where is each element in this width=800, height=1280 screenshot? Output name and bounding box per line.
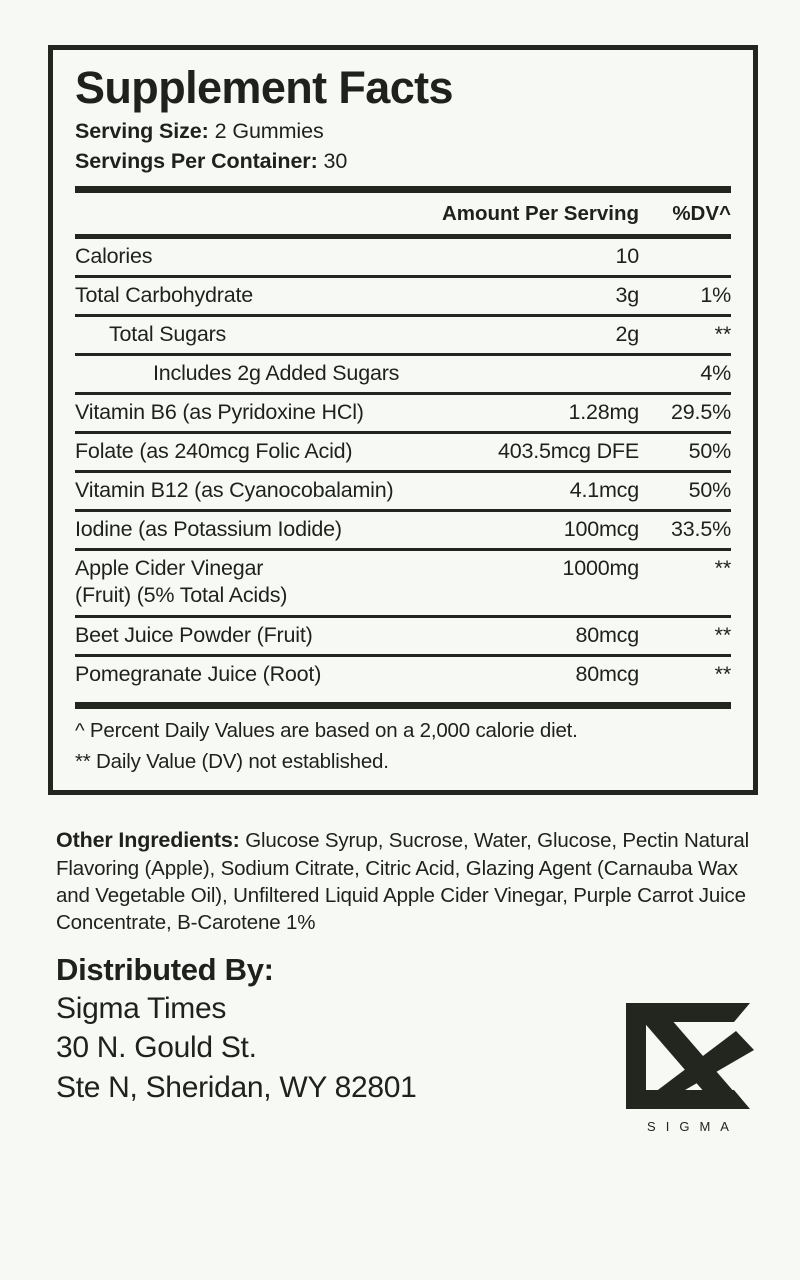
table-row: Beet Juice Powder (Fruit) 80mcg **: [75, 618, 731, 654]
other-ingredients-label: Other Ingredients:: [56, 828, 240, 852]
sigma-logo-icon: [626, 1003, 754, 1109]
table-row: Total Sugars 2g **: [75, 317, 731, 353]
nutrient-name: Beet Juice Powder (Fruit): [75, 623, 313, 648]
nutrient-name: Iodine (as Potassium Iodide): [75, 517, 342, 542]
nutrient-rows: Calories 10 Total Carbohydrate 3g 1% Total Su…: [75, 239, 731, 693]
logo-wordmark: SIGMA: [647, 1119, 739, 1134]
nutrient-name-continuation: (Fruit) (5% Total Acids): [75, 583, 288, 608]
row-divider: [75, 314, 731, 318]
divider-thick-top: [75, 186, 731, 194]
nutrient-amount: 3g: [615, 283, 639, 308]
servings-per-container-label: Servings Per Container:: [75, 149, 318, 174]
nutrient-daily-value: **: [714, 662, 732, 687]
nutrient-name: Apple Cider Vinegar: [75, 556, 264, 581]
nutrient-amount: 403.5mcg DFE: [498, 439, 639, 464]
footnote-daily-values: ^ Percent Daily Values are based on a 2,…: [75, 719, 578, 743]
row-divider: [75, 509, 731, 513]
distributed-by-heading: Distributed By:: [56, 952, 274, 987]
footnote-dv-not-established: ** Daily Value (DV) not established.: [75, 749, 389, 773]
distributor-city-state-zip: Ste N, Sheridan, WY 82801: [56, 1070, 417, 1104]
nutrient-daily-value: 50%: [688, 439, 732, 464]
brand-logo: SIGMA: [618, 995, 768, 1134]
amount-per-serving-header: Amount Per Serving: [441, 202, 639, 226]
nutrient-amount: 2g: [615, 322, 639, 347]
row-divider: [75, 275, 731, 279]
nutrient-amount: 1000mg: [562, 556, 640, 581]
table-row: Vitamin B12 (as Cyanocobalamin) 4.1mcg 50%: [75, 473, 731, 509]
table-row: Pomegranate Juice (Root) 80mcg **: [75, 657, 731, 693]
nutrient-name: Folate (as 240mcg Folic Acid): [75, 439, 353, 464]
table-row: Apple Cider Vinegar 1000mg **: [75, 551, 731, 583]
row-divider: [75, 548, 731, 552]
nutrient-daily-value: 33.5%: [671, 517, 731, 542]
footnotes: ^ Percent Daily Values are based on a 2,…: [75, 709, 731, 780]
other-ingredients-text: Glucose Syrup, Sucrose, Water, Glucose, …: [56, 829, 750, 935]
serving-size-line: Serving Size: 2 Gummies: [75, 116, 731, 147]
row-divider: [75, 615, 731, 619]
table-row: Vitamin B6 (as Pyridoxine HCl) 1.28mg 29.5…: [75, 395, 731, 431]
nutrient-daily-value: **: [714, 556, 732, 581]
divider-below-headers: [75, 234, 731, 240]
table-row: Total Carbohydrate 3g 1%: [75, 278, 731, 314]
nutrient-daily-value: 29.5%: [671, 400, 731, 425]
nutrient-name: Includes 2g Added Sugars: [153, 361, 400, 386]
dv-header: %DV^: [672, 202, 731, 226]
nutrient-name: Total Carbohydrate: [75, 283, 254, 308]
nutrient-amount: 80mcg: [575, 662, 639, 687]
row-divider: [75, 470, 731, 474]
nutrient-daily-value: **: [714, 322, 732, 347]
nutrient-name: Vitamin B12 (as Cyanocobalamin): [75, 478, 394, 503]
nutrient-amount: 100mcg: [563, 517, 639, 542]
nutrient-daily-value: **: [714, 623, 732, 648]
nutrient-name: Vitamin B6 (as Pyridoxine HCl): [75, 400, 364, 425]
distributor-street: 30 N. Gould St.: [56, 1031, 257, 1065]
row-divider: [75, 392, 731, 396]
nutrient-daily-value: 50%: [688, 478, 732, 503]
distributor-company: Sigma Times: [56, 992, 227, 1026]
nutrient-amount: 80mcg: [575, 623, 639, 648]
serving-size-label: Serving Size:: [75, 118, 209, 143]
nutrient-amount: 10: [615, 244, 639, 269]
table-row: Iodine (as Potassium Iodide) 100mcg 33.5%: [75, 512, 731, 548]
divider-above-footnotes: [75, 702, 731, 710]
nutrient-daily-value: 4%: [700, 361, 731, 386]
nutrient-name: Pomegranate Juice (Root): [75, 662, 322, 687]
serving-size-value: 2 Gummies: [214, 118, 324, 143]
table-row: Calories 10: [75, 239, 731, 275]
nutrient-daily-value: 1%: [700, 283, 731, 308]
table-row: Includes 2g Added Sugars 4%: [75, 356, 731, 392]
nutrient-amount: 4.1mcg: [569, 478, 640, 503]
table-row: Folate (as 240mcg Folic Acid) 403.5mcg DF…: [75, 434, 731, 470]
nutrient-amount: 1.28mg: [568, 400, 639, 425]
other-ingredients-section: Other Ingredients: Glucose Syrup, Sucros…: [56, 826, 756, 936]
servings-per-container-line: Servings Per Container: 30: [75, 146, 731, 177]
row-divider: [75, 654, 731, 658]
nutrient-name: Calories: [75, 244, 153, 269]
row-divider: [75, 353, 731, 357]
distributed-by-section: Distributed By: Sigma Times 30 N. Gould …: [56, 950, 596, 1107]
nutrient-name: Total Sugars: [109, 322, 227, 347]
row-divider: [75, 431, 731, 435]
supplement-facts-panel: Supplement Facts Serving Size: 2 Gummies…: [48, 45, 758, 795]
table-column-headers: Amount Per Serving %DV^: [75, 193, 731, 234]
page-title: Supplement Facts: [75, 62, 454, 113]
servings-per-container-value: 30: [323, 149, 348, 174]
